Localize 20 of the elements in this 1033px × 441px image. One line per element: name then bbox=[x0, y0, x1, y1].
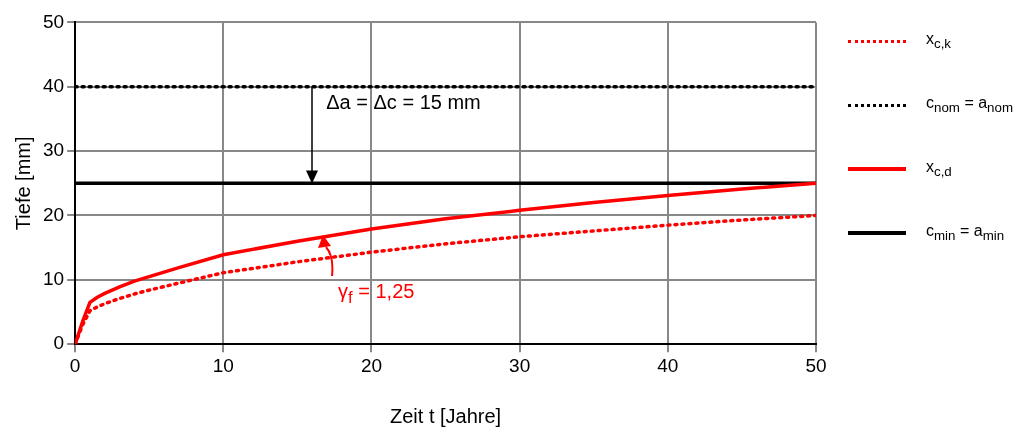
annotation: γ$_{f}$ = 1,25 bbox=[338, 280, 415, 309]
annotation: Δa = Δc = 15 mm bbox=[326, 90, 481, 114]
x-tick-label: 10 bbox=[212, 354, 234, 376]
legend-label: x$_{c,k}$ bbox=[926, 30, 952, 52]
legend-label: c$_{nom}$ = a$_{nom}$ bbox=[926, 94, 1014, 116]
y-axis-title: Tiefe [mm] bbox=[11, 136, 34, 231]
y-tick-label: 30 bbox=[42, 139, 65, 161]
x-tick-label: 20 bbox=[360, 354, 383, 376]
y-tick-label: 40 bbox=[42, 74, 65, 96]
x-axis-title: Zeit t [Jahre] bbox=[389, 404, 502, 427]
legend-label: x$_{c,d}$ bbox=[926, 158, 952, 180]
y-tick-label: 0 bbox=[53, 332, 65, 354]
y-tick-label: 10 bbox=[42, 268, 65, 290]
x-tick-label: 40 bbox=[657, 354, 679, 376]
y-tick-label: 20 bbox=[42, 203, 65, 225]
y-tick-label: 50 bbox=[42, 10, 65, 32]
x-tick-label: 50 bbox=[805, 354, 827, 376]
x-tick-label: 30 bbox=[509, 354, 531, 376]
x-tick-label: 0 bbox=[69, 354, 81, 376]
legend-label: c$_{min}$ = a$_{min}$ bbox=[926, 222, 1005, 244]
